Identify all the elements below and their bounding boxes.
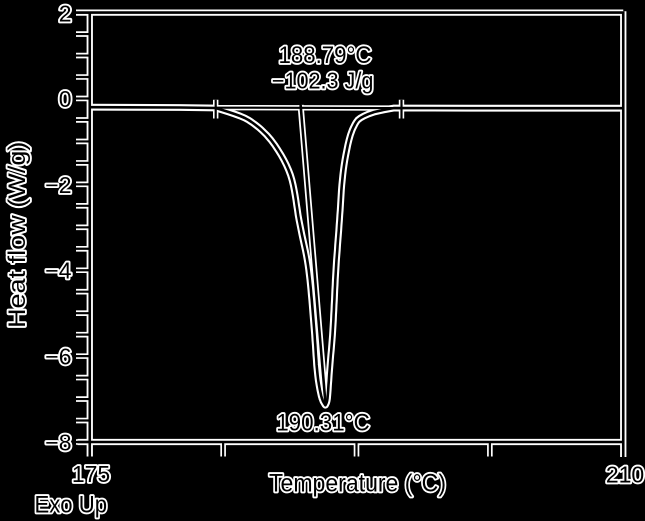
svg-text:210: 210 [606, 462, 644, 488]
svg-text:190.31°C: 190.31°C [276, 410, 370, 437]
svg-text:188.79°C: 188.79°C [279, 42, 372, 69]
svg-text:−102.3 J/g: −102.3 J/g [272, 67, 374, 93]
svg-text:−6: −6 [45, 344, 71, 370]
svg-text:Exo Up: Exo Up [35, 491, 108, 518]
svg-text:2: 2 [59, 0, 72, 26]
svg-text:Heat flow (W/g): Heat flow (W/g) [4, 142, 31, 328]
svg-text:−4: −4 [45, 258, 71, 284]
svg-text:Temperature (°C): Temperature (°C) [269, 470, 446, 498]
svg-text:−2: −2 [45, 172, 71, 198]
svg-text:0: 0 [59, 86, 72, 112]
svg-text:175: 175 [72, 461, 110, 487]
svg-text:−8: −8 [45, 429, 71, 455]
